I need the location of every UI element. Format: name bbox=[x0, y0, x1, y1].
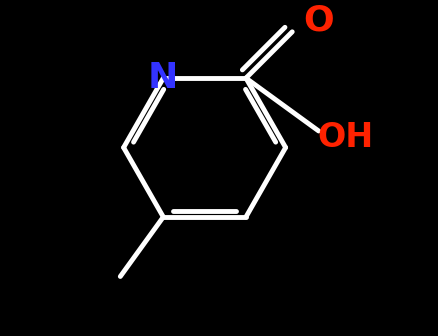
Text: N: N bbox=[148, 61, 178, 95]
Text: O: O bbox=[303, 3, 333, 37]
Text: OH: OH bbox=[316, 121, 372, 154]
